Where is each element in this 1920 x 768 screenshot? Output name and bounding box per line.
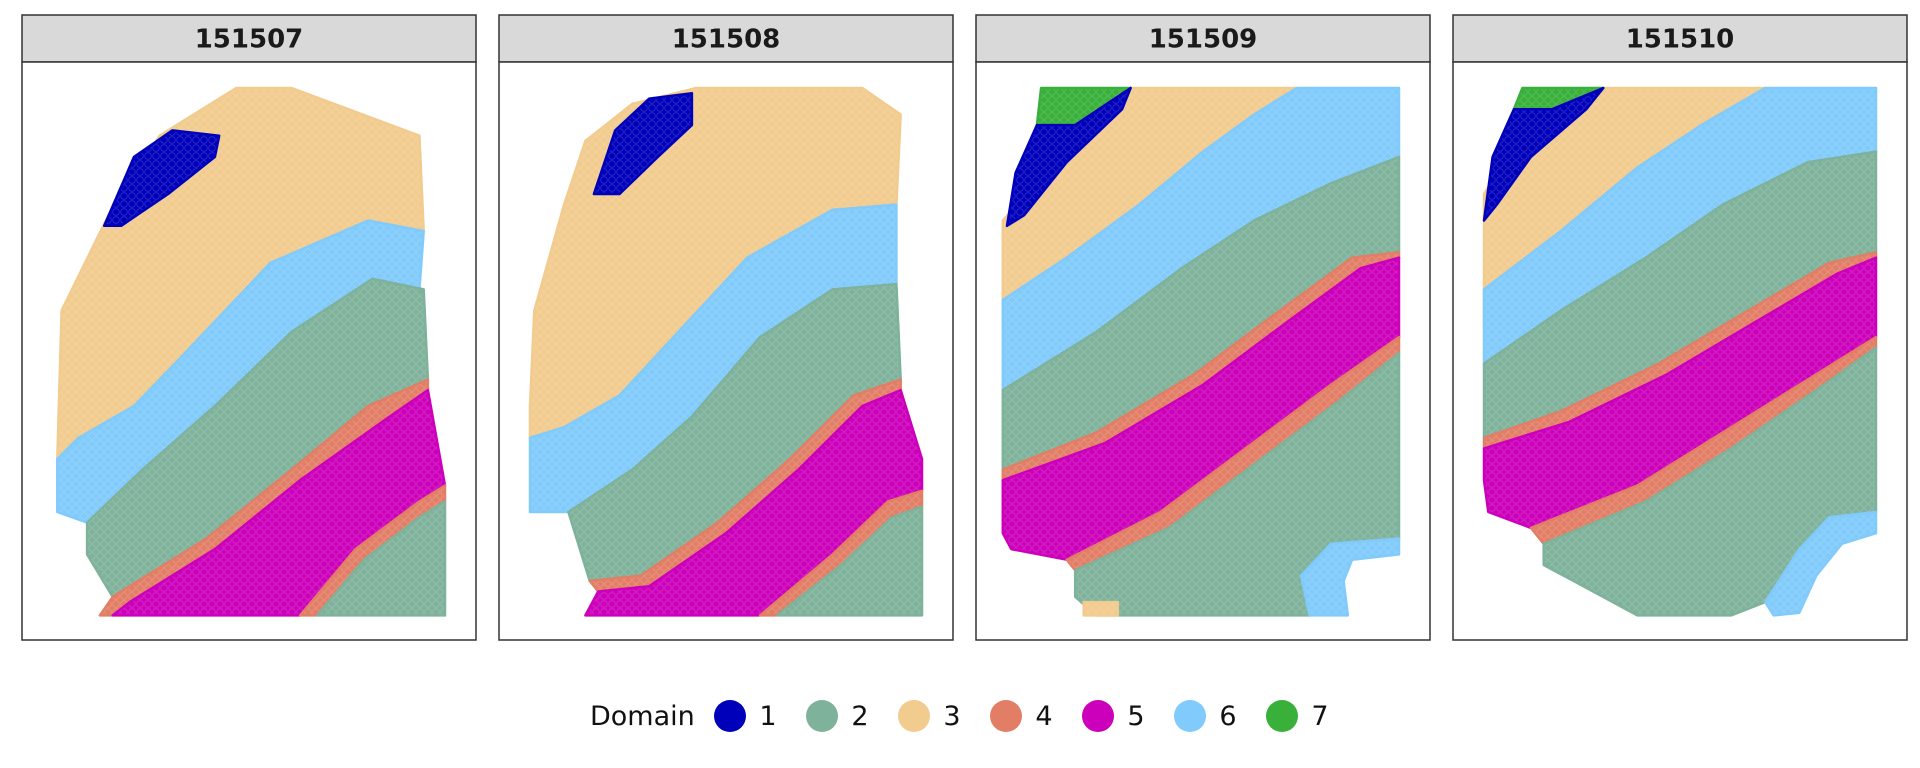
facet-title: 151509 xyxy=(1149,25,1258,55)
legend-label: 5 xyxy=(1127,701,1144,732)
domain-6-region xyxy=(1763,510,1878,617)
legend-title: Domain xyxy=(590,701,695,732)
facet-title: 151507 xyxy=(195,25,304,55)
legend-label: 3 xyxy=(943,701,960,732)
legend-key-2 xyxy=(806,700,838,732)
facet-strip xyxy=(498,14,954,63)
legend-label: 6 xyxy=(1219,701,1236,732)
facet-panel: 151508 xyxy=(498,14,954,641)
facet-panels: 151507 151508 151509 151510 xyxy=(21,14,1908,641)
legend-key-4 xyxy=(990,700,1022,732)
facet-strip xyxy=(21,14,477,63)
legend-key-3 xyxy=(898,700,930,732)
legend-label: 7 xyxy=(1311,701,1328,732)
facet-panel: 151507 xyxy=(21,14,477,641)
facet-panel: 151509 xyxy=(975,14,1431,641)
facet-title: 151510 xyxy=(1626,25,1735,55)
facet-strip xyxy=(1452,14,1908,63)
facet-title: 151508 xyxy=(672,25,781,55)
legend-label: 4 xyxy=(1035,701,1052,732)
facet-strip xyxy=(975,14,1431,63)
domain-2-region xyxy=(775,505,924,617)
legend: Domain 1 2 3 4 5 6 7 xyxy=(590,700,1329,732)
domain-1-region xyxy=(592,92,694,196)
legend-label: 1 xyxy=(759,701,776,732)
domain-2-region xyxy=(315,500,447,617)
domain-1-region xyxy=(1005,86,1132,228)
domain-1-region xyxy=(1482,86,1605,222)
legend-key-6 xyxy=(1174,700,1206,732)
domain-1-region xyxy=(102,129,221,228)
domain-3-region xyxy=(1082,600,1120,617)
legend-key-5 xyxy=(1082,700,1114,732)
legend-key-1 xyxy=(714,700,746,732)
legend-key-7 xyxy=(1266,700,1298,732)
domain-6-region xyxy=(1299,537,1401,617)
facet-panel: 151510 xyxy=(1452,14,1908,641)
legend-label: 2 xyxy=(851,701,868,732)
